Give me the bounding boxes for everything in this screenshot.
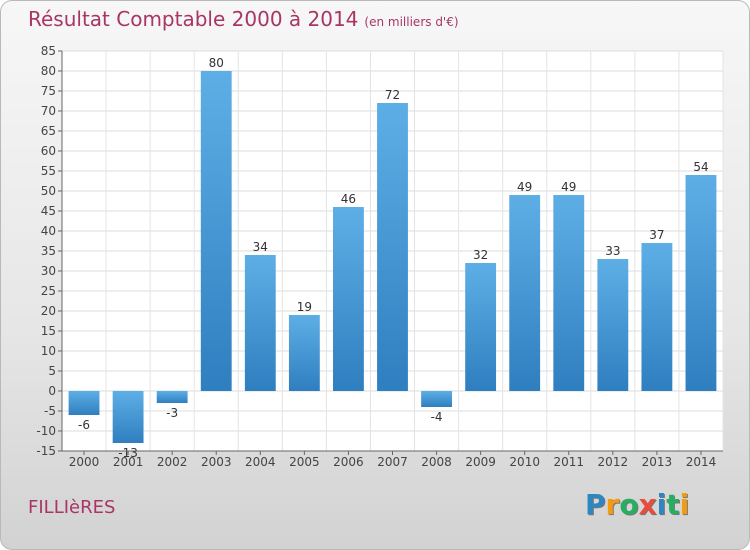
data-label: -6: [78, 418, 90, 432]
x-tick-label: 2011: [553, 455, 584, 469]
y-tick-label: 45: [41, 204, 56, 218]
logo-letter: r: [605, 488, 620, 521]
y-tick-label: 20: [41, 304, 56, 318]
data-label: 34: [253, 240, 268, 254]
data-label: 72: [385, 88, 400, 102]
data-label: -3: [166, 406, 178, 420]
bar: [641, 243, 673, 391]
x-tick-label: 2008: [421, 455, 452, 469]
logo-letter: x: [638, 488, 657, 521]
bar: [288, 315, 320, 391]
x-tick-label: 2002: [157, 455, 188, 469]
bar: [68, 391, 100, 415]
data-label: 80: [209, 56, 224, 70]
y-tick-label: 65: [41, 124, 56, 138]
bar: [377, 103, 408, 391]
bar: [553, 195, 585, 391]
y-tick-label: 80: [41, 64, 56, 78]
x-tick-label: 2001: [113, 455, 144, 469]
x-tick-label: 2007: [377, 455, 408, 469]
data-label: 32: [473, 248, 488, 262]
data-label: 19: [297, 300, 312, 314]
y-tick-label: 50: [41, 184, 56, 198]
x-tick-label: 2013: [642, 455, 673, 469]
bar: [465, 263, 497, 391]
y-tick-label: 75: [41, 84, 56, 98]
data-label: 46: [341, 192, 356, 206]
data-label: -4: [431, 410, 443, 424]
x-tick-label: 2014: [686, 455, 717, 469]
x-tick-label: 2005: [289, 455, 320, 469]
x-tick-label: 2010: [509, 455, 540, 469]
y-tick-label: 25: [41, 284, 56, 298]
data-label: 54: [693, 160, 708, 174]
x-tick-label: 2012: [598, 455, 629, 469]
y-tick-label: 85: [41, 44, 56, 58]
y-tick-label: -5: [44, 404, 56, 418]
x-tick-label: 2000: [69, 455, 100, 469]
bar: [509, 195, 541, 391]
y-tick-label: 60: [41, 144, 56, 158]
y-tick-label: -15: [36, 444, 56, 458]
chart-subtitle: (en milliers d'€): [364, 15, 459, 29]
logo-letter: t: [666, 488, 680, 521]
y-tick-label: 10: [41, 344, 56, 358]
commune-name: FILLIèRES: [28, 497, 116, 518]
y-tick-label: -10: [36, 424, 56, 438]
logo-letter: i: [679, 488, 690, 521]
y-tick-label: 30: [41, 264, 56, 278]
x-tick-label: 2004: [245, 455, 276, 469]
bar: [333, 207, 364, 391]
bar: [597, 259, 629, 391]
y-tick-label: 55: [41, 164, 56, 178]
data-label: 49: [561, 180, 576, 194]
data-label: 49: [517, 180, 532, 194]
data-label: 37: [649, 228, 664, 242]
bar: [685, 175, 717, 391]
x-tick-label: 2009: [465, 455, 496, 469]
chart-title: Résultat Comptable 2000 à 2014 (en millie…: [28, 7, 459, 31]
x-tick-label: 2006: [333, 455, 364, 469]
logo-letter: P: [585, 488, 606, 521]
y-tick-label: 0: [48, 384, 56, 398]
bar: [421, 391, 452, 407]
bar: [244, 255, 276, 391]
y-tick-label: 15: [41, 324, 56, 338]
logo-letter: o: [619, 488, 639, 521]
bar: [156, 391, 188, 403]
y-tick-label: 40: [41, 224, 56, 238]
logo-letter: i: [656, 488, 667, 521]
bar: [112, 391, 144, 443]
proxiti-logo: Proxiti: [585, 488, 689, 521]
y-tick-label: 35: [41, 244, 56, 258]
y-tick-label: 70: [41, 104, 56, 118]
data-label: 33: [605, 244, 620, 258]
bar: [200, 71, 232, 391]
x-tick-label: 2003: [201, 455, 232, 469]
y-tick-label: 5: [48, 364, 56, 378]
